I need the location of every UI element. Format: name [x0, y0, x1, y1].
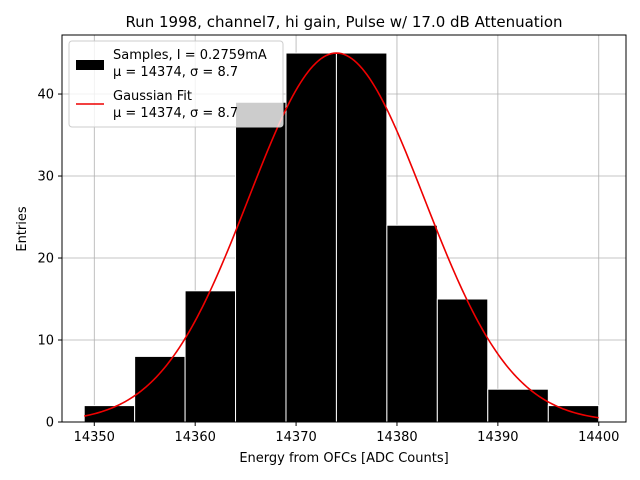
x-tick-label: 14370	[275, 430, 316, 445]
y-axis-label: Entries	[15, 206, 30, 252]
histogram-bar	[285, 52, 337, 423]
legend-samples-swatch	[76, 60, 104, 70]
y-tick-label: 0	[46, 416, 54, 431]
histogram-bar	[436, 298, 489, 423]
y-tick-label: 40	[37, 88, 54, 103]
axes: 14350 14360 14370 14380 14390 14400 0 10 20 30 40	[37, 34, 627, 445]
x-tick-label: 14390	[477, 430, 518, 445]
x-tick-label: 14360	[175, 430, 216, 445]
legend-samples-label: Samples, I = 0.2759mA	[113, 48, 267, 63]
gaussian-fit-curve	[84, 52, 599, 419]
plot-frame	[61, 34, 627, 423]
y-tick-label: 30	[37, 170, 54, 185]
y-tick-label: 10	[37, 334, 54, 349]
legend: Samples, I = 0.2759mA μ = 14374, σ = 8.7…	[68, 40, 284, 128]
x-tick-label: 14400	[578, 430, 619, 445]
x-axis-label: Energy from OFCs [ADC Counts]	[239, 451, 448, 466]
legend-fit-stats: μ = 14374, σ = 8.7	[113, 106, 238, 121]
chart-title: Run 1998, channel7, hi gain, Pulse w/ 17…	[125, 13, 562, 31]
fit-line	[84, 52, 599, 419]
legend-samples-stats: μ = 14374, σ = 8.7	[113, 65, 238, 80]
histogram-bar	[386, 224, 438, 423]
legend-frame	[68, 40, 284, 128]
histogram-bars	[83, 52, 600, 423]
histogram-bar	[487, 388, 549, 423]
histogram-bar	[335, 52, 388, 423]
histogram-bar	[235, 101, 287, 423]
legend-fit-label: Gaussian Fit	[113, 89, 192, 104]
y-tick-label: 20	[37, 252, 54, 267]
histogram-bar	[184, 290, 237, 423]
histogram-bar	[547, 405, 600, 423]
x-tick-label: 14350	[74, 430, 115, 445]
x-tick-label: 14380	[376, 430, 417, 445]
